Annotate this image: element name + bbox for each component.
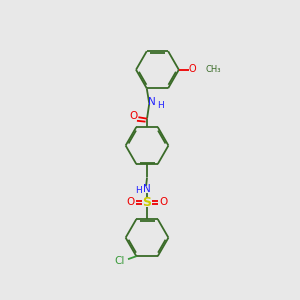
Text: CH₃: CH₃: [206, 65, 221, 74]
Text: N: N: [143, 184, 151, 194]
Text: H: H: [135, 186, 142, 195]
Text: N: N: [148, 97, 155, 107]
Text: O: O: [126, 197, 134, 207]
Text: S: S: [142, 196, 152, 209]
Text: O: O: [129, 111, 137, 121]
Text: H: H: [157, 101, 164, 110]
Text: O: O: [160, 197, 168, 207]
Text: O: O: [189, 64, 196, 74]
Text: Cl: Cl: [115, 256, 125, 266]
